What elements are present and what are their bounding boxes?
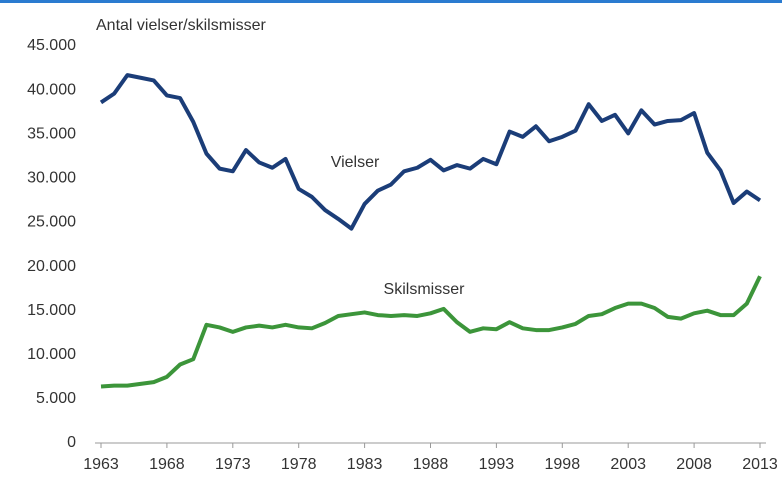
x-tick-label: 1963 xyxy=(83,456,119,473)
y-tick-label: 35.000 xyxy=(27,125,76,142)
x-tick-label: 1983 xyxy=(347,456,383,473)
x-tick-label: 2008 xyxy=(676,456,712,473)
y-tick-label: 5.000 xyxy=(36,390,76,407)
x-tick-label: 1998 xyxy=(545,456,581,473)
x-tick-label: 1988 xyxy=(413,456,449,473)
series-label: Skilsmisser xyxy=(384,281,466,298)
series-line xyxy=(100,275,762,389)
series-label: Vielser xyxy=(331,154,380,171)
y-tick-label: 15.000 xyxy=(27,302,76,319)
y-tick-label: 10.000 xyxy=(27,346,76,363)
x-tick-label: 2003 xyxy=(610,456,646,473)
y-tick-label: 45.000 xyxy=(27,37,76,54)
y-tick-label: 40.000 xyxy=(27,81,76,98)
y-tick-label: 25.000 xyxy=(27,214,76,231)
y-tick-label: 20.000 xyxy=(27,258,76,275)
chart-title: Antal vielser/skilsmisser xyxy=(96,17,266,34)
x-tick-label: 1973 xyxy=(215,456,251,473)
series-line xyxy=(99,73,762,231)
y-tick-label: 30.000 xyxy=(27,170,76,187)
x-tick-label: 2013 xyxy=(742,456,778,473)
x-tick-label: 1978 xyxy=(281,456,317,473)
y-tick-label: 0 xyxy=(67,434,76,451)
top-border xyxy=(0,0,782,3)
x-tick-label: 1993 xyxy=(479,456,515,473)
x-tick-label: 1968 xyxy=(149,456,185,473)
